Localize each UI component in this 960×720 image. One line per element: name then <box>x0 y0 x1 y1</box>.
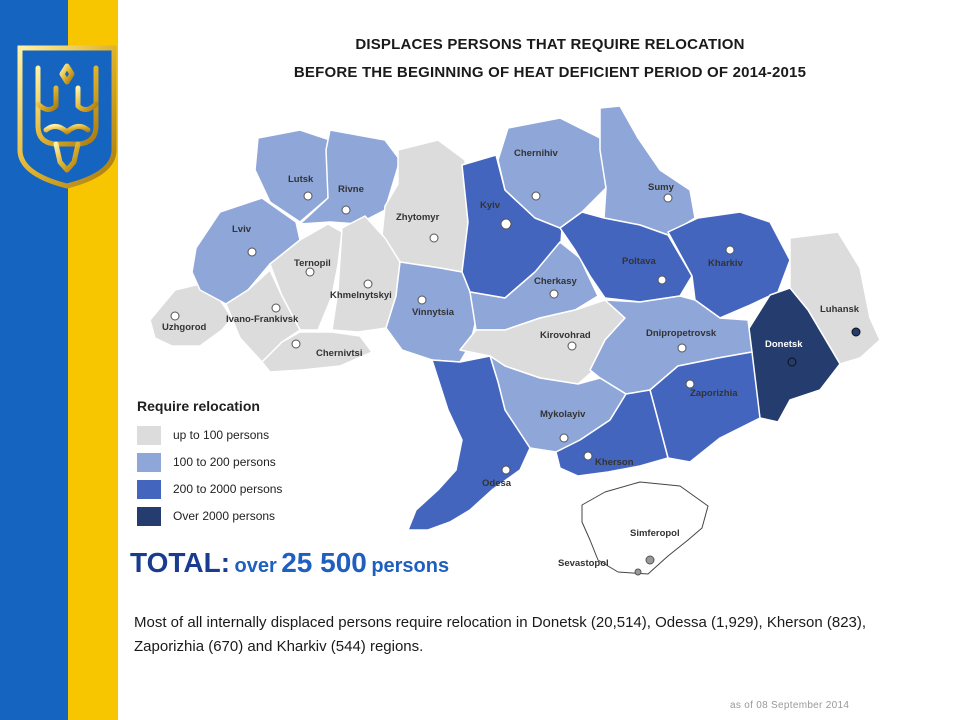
region-labels: Uzhgorod Lviv Lutsk Rivne Zhytomyr Kyiv … <box>162 148 860 569</box>
summary-text: Most of all internally displaced persons… <box>134 614 867 655</box>
legend-item: 200 to 2000 persons <box>137 479 282 499</box>
label-lviv: Lviv <box>232 224 252 235</box>
city-marker-poltava[interactable] <box>657 275 667 285</box>
region-odesa[interactable] <box>407 355 531 531</box>
city-marker-lutsk[interactable] <box>303 191 313 201</box>
label-zhytomyr: Zhytomyr <box>396 212 440 223</box>
city-marker-simferopol[interactable] <box>645 555 655 565</box>
city-marker-chernivtsi[interactable] <box>291 339 301 349</box>
legend-label: Over 2000 persons <box>173 509 276 523</box>
legend-title: Require relocation <box>137 398 260 414</box>
label-lutsk: Lutsk <box>288 174 314 185</box>
legend-item: Over 2000 persons <box>137 506 275 526</box>
label-odesa: Odesa <box>482 478 512 489</box>
city-marker-uzhgorod[interactable] <box>170 311 180 321</box>
legend-label: 200 to 2000 persons <box>173 482 283 496</box>
as-of-date: as of 08 September 2014 <box>730 700 850 711</box>
label-luhansk: Luhansk <box>820 304 860 315</box>
city-marker-kharkiv[interactable] <box>725 245 735 255</box>
city-marker-rivne[interactable] <box>341 205 351 215</box>
label-sevastopol: Sevastopol <box>558 558 609 569</box>
city-marker-kherson[interactable] <box>583 451 593 461</box>
legend-swatch <box>137 479 161 499</box>
region-vinnytsia[interactable] <box>385 261 477 363</box>
total-label: TOTAL: <box>130 547 231 578</box>
region-crimea[interactable] <box>581 481 709 575</box>
city-marker-vinnytsia[interactable] <box>417 295 427 305</box>
label-chernivtsi: Chernivtsi <box>316 348 362 359</box>
city-marker-khmelnytskyi[interactable] <box>363 279 373 289</box>
city-marker-ivano-frankivsk[interactable] <box>271 303 281 313</box>
page-title-line-2: BEFORE THE BEGINNING OF HEAT DEFICIENT P… <box>293 64 807 81</box>
label-khmelnytskyi: Khmelnytskyi <box>330 290 392 301</box>
label-rivne: Rivne <box>338 184 364 195</box>
city-marker-sevastopol[interactable] <box>634 568 642 576</box>
region-ivano-frankivsk[interactable] <box>225 269 301 363</box>
label-chernihiv: Chernihiv <box>514 148 559 159</box>
city-marker-dnipropetrovsk[interactable] <box>677 343 687 353</box>
city-marker-sumy[interactable] <box>663 193 673 203</box>
total-prefix: over <box>234 555 277 577</box>
city-marker-lviv[interactable] <box>247 247 257 257</box>
trident-emblem-icon <box>17 45 117 189</box>
city-marker-zhytomyr[interactable] <box>429 233 439 243</box>
label-kirovohrad: Kirovohrad <box>540 330 591 341</box>
city-markers <box>170 191 861 576</box>
city-marker-luhansk[interactable] <box>851 327 861 337</box>
label-dnipropetrovsk: Dnipropetrovsk <box>646 328 717 339</box>
city-marker-kirovohrad[interactable] <box>567 341 577 351</box>
label-kharkiv: Kharkiv <box>708 258 744 269</box>
label-cherkasy: Cherkasy <box>534 276 577 287</box>
region-sumy[interactable] <box>599 105 696 236</box>
total-summary: TOTAL: over 25 500 persons <box>130 547 449 579</box>
legend-item: up to 100 persons <box>137 425 269 445</box>
label-vinnytsia: Vinnytsia <box>412 307 455 318</box>
total-unit: persons <box>371 555 450 577</box>
total-value: 25 500 <box>281 547 367 578</box>
city-marker-donetsk[interactable] <box>787 357 797 367</box>
legend-swatch <box>137 506 161 526</box>
label-donetsk: Donetsk <box>765 339 803 350</box>
label-mykolayiv: Mykolayiv <box>540 409 586 420</box>
label-ternopil: Ternopil <box>294 258 331 269</box>
label-kyiv: Kyiv <box>480 200 501 211</box>
legend-label: 100 to 200 persons <box>173 455 276 469</box>
city-marker-mykolayiv[interactable] <box>559 433 569 443</box>
city-marker-ternopil[interactable] <box>305 267 315 277</box>
label-kherson: Kherson <box>595 457 634 468</box>
ukraine-regions-map: Uzhgorod Lviv Lutsk Rivne Zhytomyr Kyiv … <box>149 105 881 576</box>
region-rivne[interactable] <box>299 129 401 225</box>
legend-label: up to 100 persons <box>173 428 270 442</box>
region-zakarpattia[interactable] <box>149 283 233 347</box>
label-ivano-frankivsk: Ivano-Frankivsk <box>226 314 299 325</box>
legend-item: 100 to 200 persons <box>137 452 276 472</box>
city-marker-kyiv[interactable] <box>500 218 512 230</box>
city-marker-cherkasy[interactable] <box>549 289 559 299</box>
label-sumy: Sumy <box>648 182 675 193</box>
label-zaporizhia: Zaporizhia <box>690 388 738 399</box>
city-marker-zaporizhia[interactable] <box>685 379 695 389</box>
label-uzhgorod: Uzhgorod <box>162 322 207 333</box>
legend-swatch <box>137 425 161 445</box>
label-poltava: Poltava <box>622 256 657 267</box>
page-title-line-1: DISPLACES PERSONS THAT REQUIRE RELOCATIO… <box>355 36 745 53</box>
city-marker-odesa[interactable] <box>501 465 511 475</box>
label-simferopol: Simferopol <box>630 528 680 539</box>
region-chernivtsi[interactable] <box>261 331 373 373</box>
legend-swatch <box>137 452 161 472</box>
city-marker-chernihiv[interactable] <box>531 191 541 201</box>
